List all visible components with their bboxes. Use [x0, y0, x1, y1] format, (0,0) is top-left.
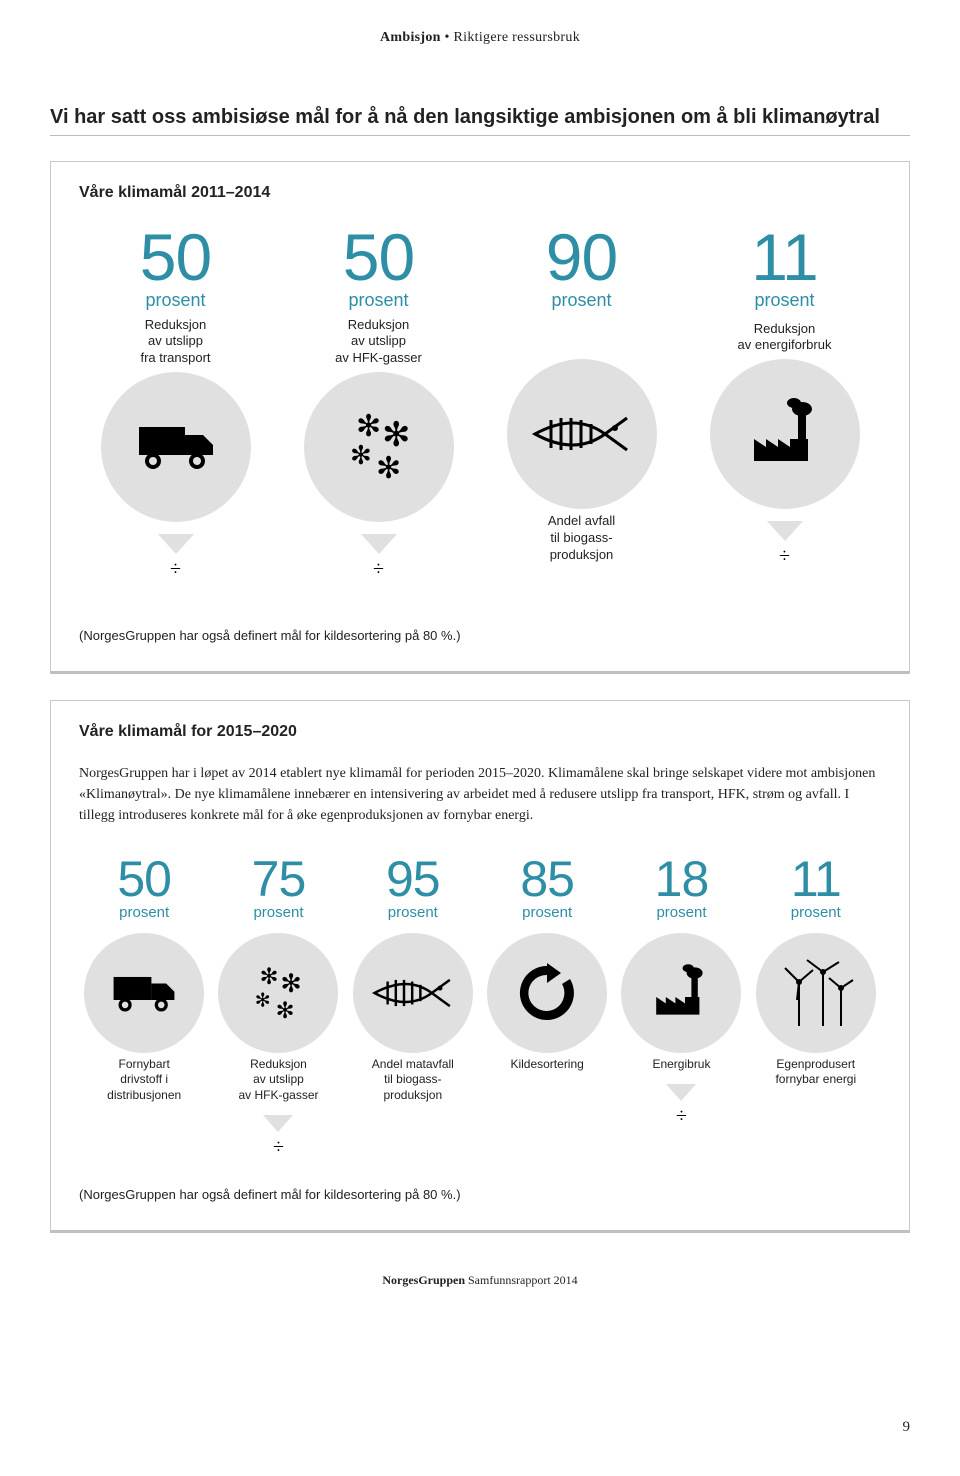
- page-title: Vi har satt oss ambisiøse mål for å nå d…: [50, 106, 910, 129]
- stat-fuel: 50 prosent Fornybart drivstoff i distrib…: [79, 854, 209, 1160]
- stat-label: Reduksjon av utslipp av HFK-gasser: [335, 317, 422, 366]
- stat-unit: prosent: [754, 290, 814, 311]
- category-header: Ambisjon • Riktigere ressursbruk: [50, 30, 910, 46]
- stat-label: Kildesortering: [510, 1057, 583, 1073]
- svg-text:✻: ✻: [382, 417, 411, 454]
- stat-label: Andel matavfall til biogass- produksjon: [372, 1057, 454, 1104]
- factory-icon: [710, 359, 860, 509]
- truck-icon: [84, 933, 204, 1053]
- wind-icon: [756, 933, 876, 1053]
- stat-label: Reduksjon av utslipp av HFK-gasser: [238, 1057, 318, 1104]
- stat-label: Fornybart drivstoff i distribusjonen: [107, 1057, 181, 1104]
- footer-bold: NorgesGruppen: [382, 1273, 465, 1287]
- stat-unit: prosent: [253, 904, 303, 921]
- svg-text:✻: ✻: [255, 990, 271, 1011]
- section-note: (NorgesGruppen har også definert mål for…: [79, 1187, 881, 1202]
- section-body: NorgesGruppen har i løpet av 2014 etable…: [79, 763, 881, 826]
- down-arrow: [666, 1084, 696, 1101]
- stat-value: 50: [117, 854, 171, 904]
- stat-unit: prosent: [522, 904, 572, 921]
- snowflake-icon: ✻✻✻✻: [218, 933, 338, 1053]
- truck-icon: [101, 372, 251, 522]
- down-arrow: [158, 534, 194, 554]
- stat-value: 50: [343, 224, 414, 290]
- section-2011-2014: Våre klimamål 2011–2014 50 prosent Reduk…: [50, 161, 910, 674]
- header-sep: •: [441, 30, 454, 45]
- stat-label: Reduksjon av energiforbruk: [738, 317, 832, 353]
- svg-text:✻: ✻: [276, 997, 295, 1022]
- stat-value: 50: [140, 224, 211, 290]
- stat-biogas: 90 prosent Andel avfall til biogass- pro…: [485, 224, 678, 600]
- stat-label: Energibruk: [652, 1057, 710, 1073]
- section-title: Våre klimamål 2011–2014: [79, 184, 881, 202]
- fish-icon: [353, 933, 473, 1053]
- page: Ambisjon • Riktigere ressursbruk Vi har …: [0, 0, 960, 1328]
- stat-label: Egenprodusert fornybar energi: [775, 1057, 856, 1088]
- factory-icon: [621, 933, 741, 1053]
- stat-value: 18: [655, 854, 709, 904]
- section-title: Våre klimamål for 2015–2020: [79, 723, 881, 741]
- stat-sort: 85 prosent Kildesortering: [482, 854, 612, 1160]
- stats-row-bottom: 50 prosent Fornybart drivstoff i distrib…: [79, 854, 881, 1160]
- divide-icon: ÷: [273, 1136, 284, 1159]
- stat-unit: prosent: [119, 904, 169, 921]
- stat-biogas2: 95 prosent Andel matavfall til biogass- …: [348, 854, 478, 1160]
- stat-value: 11: [791, 854, 841, 904]
- stat-value: 90: [546, 224, 617, 290]
- section-2015-2020: Våre klimamål for 2015–2020 NorgesGruppe…: [50, 700, 910, 1234]
- stat-unit: prosent: [388, 904, 438, 921]
- stat-transport: 50 prosent Reduksjon av utslipp fra tran…: [79, 224, 272, 600]
- divide-icon: ÷: [170, 558, 181, 581]
- stat-energy2: 18 prosent Energibruk ÷: [616, 854, 746, 1160]
- page-number: 9: [903, 1419, 911, 1436]
- svg-text:✻: ✻: [376, 452, 401, 485]
- down-arrow: [263, 1115, 293, 1132]
- snowflake-icon: ✻✻✻✻: [304, 372, 454, 522]
- svg-text:✻: ✻: [356, 410, 381, 443]
- down-arrow: [767, 521, 803, 541]
- stat-unit: prosent: [551, 290, 611, 311]
- footer-rest: Samfunnsrapport 2014: [465, 1273, 578, 1287]
- divide-icon: ÷: [373, 558, 384, 581]
- stats-row-top: 50 prosent Reduksjon av utslipp fra tran…: [79, 224, 881, 600]
- stat-unit: prosent: [656, 904, 706, 921]
- stat-energy: 11 prosent Reduksjon av energiforbruk ÷: [688, 224, 881, 600]
- stat-unit: prosent: [145, 290, 205, 311]
- stat-label: Reduksjon av utslipp fra transport: [140, 317, 210, 366]
- stat-hfk2: 75 prosent ✻✻✻✻ Reduksjon av utslipp av …: [213, 854, 343, 1160]
- header-rest: Riktigere ressursbruk: [454, 30, 580, 45]
- stat-wind: 11 prosent Egenprodusert for: [751, 854, 881, 1160]
- recycle-icon: [487, 933, 607, 1053]
- fish-icon: [507, 359, 657, 509]
- stat-value: 11: [751, 224, 818, 290]
- down-arrow: [361, 534, 397, 554]
- stat-unit: prosent: [348, 290, 408, 311]
- svg-text:✻: ✻: [260, 964, 279, 989]
- spacer: [580, 317, 584, 353]
- divide-icon: ÷: [779, 545, 790, 568]
- stat-value: 75: [252, 854, 306, 904]
- svg-text:✻: ✻: [350, 441, 372, 470]
- stat-value: 95: [386, 854, 440, 904]
- stat-value: 85: [520, 854, 574, 904]
- divide-icon: ÷: [676, 1105, 687, 1128]
- title-rule: [50, 135, 910, 136]
- svg-text:✻: ✻: [281, 969, 302, 998]
- stat-hfk: 50 prosent Reduksjon av utslipp av HFK-g…: [282, 224, 475, 600]
- stat-unit: prosent: [791, 904, 841, 921]
- stat-label: Andel avfall til biogass- produksjon: [548, 513, 615, 564]
- section-note: (NorgesGruppen har også definert mål for…: [79, 628, 881, 643]
- page-footer: NorgesGruppen Samfunnsrapport 2014: [50, 1273, 910, 1288]
- header-bold: Ambisjon: [380, 30, 441, 45]
